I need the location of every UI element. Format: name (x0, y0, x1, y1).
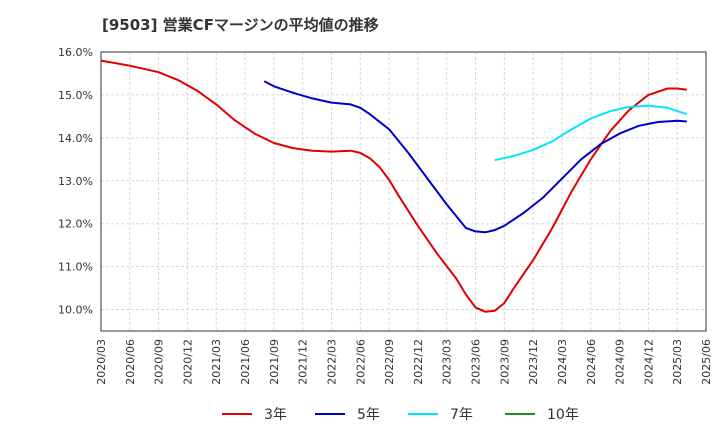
x-axis-ticks: 2020/03 2020/06 2020/09 2020/12 2021/03 2021/… (95, 339, 713, 385)
x-tick-label: 2022/03 (325, 339, 338, 385)
series-line-1 (263, 80, 687, 234)
plot-area-frame (100, 51, 707, 332)
series-lines (100, 59, 688, 313)
y-tick-label: 16.0% (58, 46, 93, 59)
x-tick-label: 2024/12 (642, 339, 655, 385)
x-tick-label: 2023/06 (470, 339, 483, 385)
x-tick-label: 2023/09 (498, 339, 511, 385)
x-tick-label: 2021/06 (239, 339, 252, 385)
x-tick-label: 2020/06 (124, 339, 137, 385)
x-tick-label: 2020/03 (95, 339, 108, 385)
x-tick-label: 2021/12 (297, 339, 310, 385)
x-tick-label: 2022/06 (354, 339, 367, 385)
x-tick-label: 2024/09 (614, 339, 627, 385)
x-tick-label: 2025/03 (671, 339, 684, 385)
legend-label-2: 7年 (450, 407, 473, 423)
x-tick-label: 2021/03 (210, 339, 223, 385)
x-tick-label: 2023/03 (441, 339, 454, 385)
x-tick-label: 2023/12 (527, 339, 540, 385)
series-line-2 (494, 104, 688, 162)
x-tick-label: 2025/06 (700, 339, 713, 385)
y-tick-label: 14.0% (58, 132, 93, 145)
y-tick-label: 13.0% (58, 175, 93, 188)
y-tick-label: 15.0% (58, 89, 93, 102)
y-tick-label: 11.0% (58, 261, 93, 274)
x-tick-label: 2022/09 (383, 339, 396, 385)
legend-label-1: 5年 (357, 407, 380, 423)
y-tick-label: 10.0% (58, 304, 93, 317)
legend-label-0: 3年 (264, 407, 287, 423)
series-line-0 (100, 59, 687, 313)
x-tick-label: 2021/09 (268, 339, 281, 385)
legend-label-3: 10年 (547, 407, 579, 423)
x-tick-label: 2020/09 (153, 339, 166, 385)
x-tick-label: 2024/06 (585, 339, 598, 385)
x-tick-label: 2024/03 (556, 339, 569, 385)
y-axis-ticks: 10.0% 11.0% 12.0% 13.0% 14.0% 15.0% 16.0% (58, 46, 93, 317)
x-tick-label: 2020/12 (181, 339, 194, 385)
grid-lines (100, 51, 707, 331)
y-tick-label: 12.0% (58, 218, 93, 231)
legend: 3年 5年 7年 10年 (222, 407, 579, 423)
x-tick-label: 2022/12 (412, 339, 425, 385)
chart-title: [9503] 営業CFマージンの平均値の推移 (102, 16, 379, 34)
